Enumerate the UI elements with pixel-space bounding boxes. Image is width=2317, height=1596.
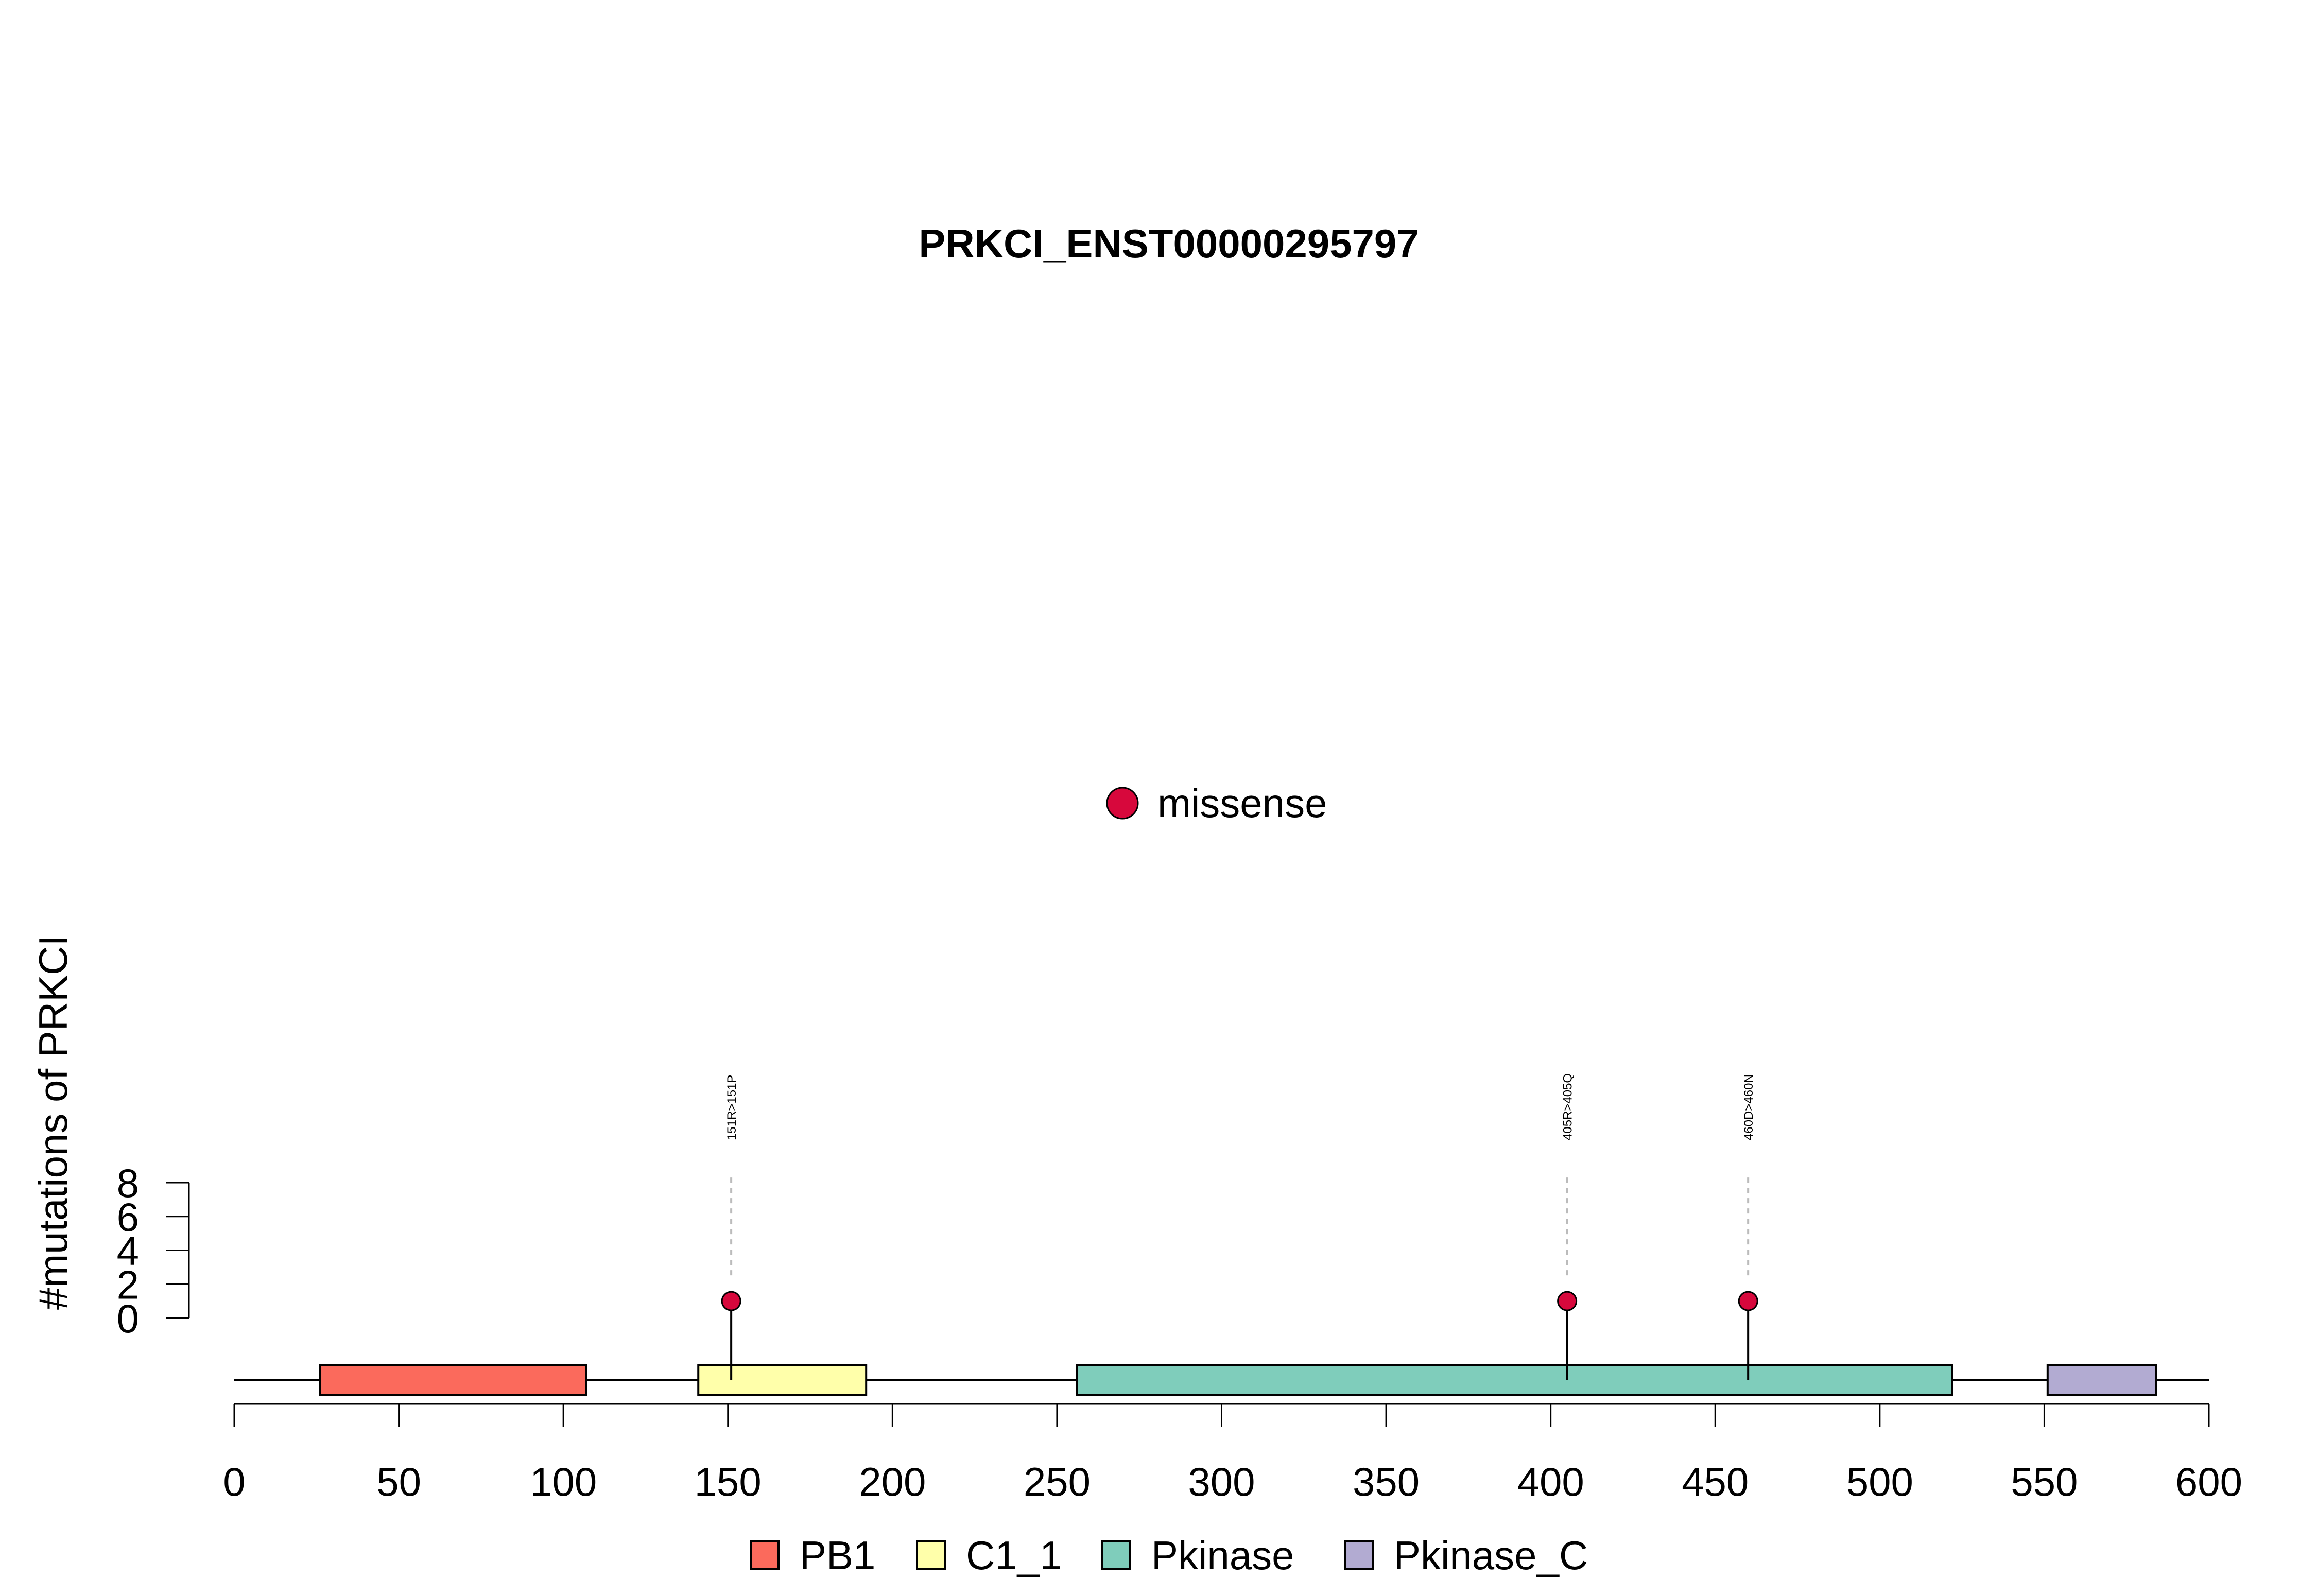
x-tick-label: 450: [1682, 1459, 1749, 1504]
x-tick-label: 400: [1517, 1459, 1584, 1504]
domain-c1-1: [697, 1364, 868, 1396]
mutation-layer: 151R>151P 405R>405Q 460D>460N: [721, 1073, 1758, 1380]
x-tick-label: 300: [1188, 1459, 1255, 1504]
y-tick-label: 4: [117, 1228, 139, 1274]
mutation-label: 460D>460N: [1742, 1074, 1756, 1140]
domain-pb1: [319, 1364, 587, 1396]
y-tick-label: 8: [117, 1160, 139, 1206]
mutation-legend-label: missense: [1157, 780, 1327, 826]
x-tick-label: 550: [2011, 1459, 2078, 1504]
domain-legend-swatch: [916, 1540, 946, 1570]
x-tick-label: 100: [530, 1459, 597, 1504]
x-axis: 0 50 100 150 200 250 300 350 400 450 500 550 600: [223, 1403, 2242, 1504]
domain-pkinase: [1076, 1364, 1953, 1396]
x-tick-label: 150: [695, 1459, 762, 1504]
domain-layer: [319, 1364, 2157, 1396]
y-axis-title: #mutations of PRKCI: [30, 935, 76, 1310]
x-tick-label: 0: [223, 1459, 245, 1504]
domain-legend-label: Pkinase: [1151, 1533, 1294, 1578]
x-tick-label: 350: [1353, 1459, 1420, 1504]
mutation-head: [1738, 1291, 1758, 1311]
mutation-label: 151R>151P: [725, 1075, 739, 1140]
domain-legend-swatch: [750, 1540, 780, 1570]
domain-legend-label: C1_1: [966, 1533, 1062, 1578]
x-tick-label: 50: [376, 1459, 421, 1504]
x-tick-label: 200: [859, 1459, 926, 1504]
mutation-head: [1557, 1291, 1578, 1311]
domain-legend-label: PB1: [800, 1533, 875, 1578]
y-tick-label: 6: [117, 1194, 139, 1240]
domain-legend: PB1 C1_1 Pkinase Pkinase_C: [750, 1533, 1588, 1578]
chart-title: PRKCI_ENST00000295797: [919, 221, 1419, 266]
mutation-legend: missense: [1106, 780, 1327, 826]
mutation-legend-marker: [1106, 787, 1139, 820]
domain-legend-label: Pkinase_C: [1394, 1533, 1588, 1578]
domain-legend-swatch: [1344, 1540, 1374, 1570]
x-tick-label: 600: [2175, 1459, 2242, 1504]
y-tick-label: 2: [117, 1262, 139, 1307]
mutation-head: [721, 1291, 741, 1311]
y-tick-label: 0: [117, 1296, 139, 1341]
domain-pkinase-c: [2046, 1364, 2157, 1396]
domain-legend-swatch: [1101, 1540, 1131, 1570]
x-tick-label: 250: [1024, 1459, 1091, 1504]
mutation-label: 405R>405Q: [1561, 1073, 1575, 1140]
x-tick-label: 500: [1846, 1459, 1913, 1504]
